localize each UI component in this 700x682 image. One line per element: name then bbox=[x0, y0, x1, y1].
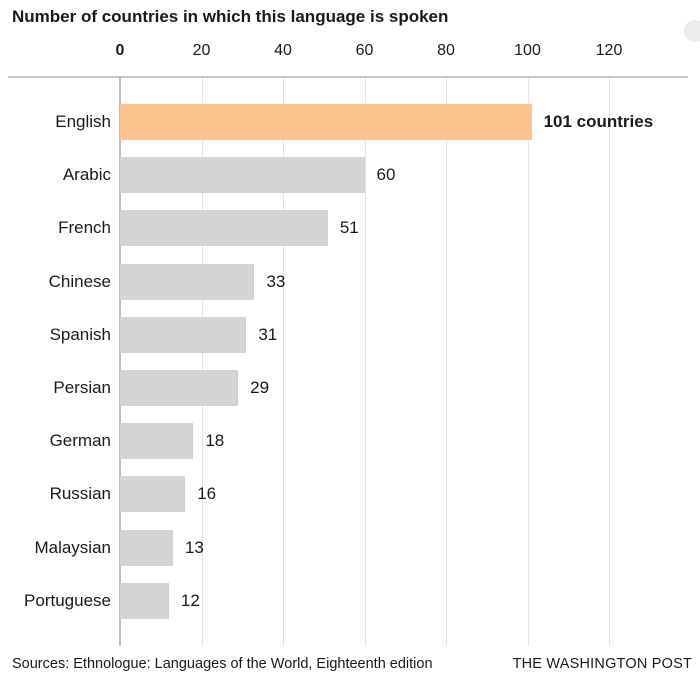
value-label-english: 101 countries bbox=[543, 112, 654, 131]
gridline-40 bbox=[283, 78, 284, 646]
value-label-russian: 16 bbox=[197, 484, 217, 504]
x-tick-label: 0 bbox=[115, 42, 125, 59]
gridline-0 bbox=[119, 78, 121, 646]
source-note: Sources: Ethnologue: Languages of the Wo… bbox=[12, 656, 433, 672]
value-label-spanish: 31 bbox=[258, 324, 278, 344]
category-label-german: German bbox=[49, 431, 111, 451]
category-label-russian: Russian bbox=[49, 484, 111, 504]
bar-chinese bbox=[120, 263, 255, 300]
category-label-persian: Persian bbox=[53, 378, 111, 397]
bar-french bbox=[120, 210, 328, 247]
gridline-100 bbox=[527, 78, 529, 646]
bar-arabic bbox=[120, 157, 365, 194]
value-label-french: 51 bbox=[339, 218, 359, 238]
category-label-portuguese: Portuguese bbox=[24, 590, 111, 610]
bar-english bbox=[120, 104, 532, 140]
category-label-chinese: Chinese bbox=[48, 271, 111, 291]
category-label-spanish: Spanish bbox=[49, 324, 111, 344]
value-label-arabic: 60 bbox=[376, 165, 396, 185]
x-tick-label: 20 bbox=[192, 42, 211, 59]
gridline-80 bbox=[446, 78, 447, 646]
x-tick-label: 100 bbox=[514, 42, 541, 59]
value-label-portuguese: 12 bbox=[180, 590, 200, 610]
bar-malaysian bbox=[120, 529, 173, 566]
value-label-persian: 29 bbox=[250, 378, 270, 397]
bar-german bbox=[120, 423, 194, 460]
corner-decoration bbox=[684, 20, 700, 42]
x-tick-label: 120 bbox=[595, 42, 623, 59]
category-label-french: French bbox=[58, 218, 111, 238]
x-axis-rule bbox=[8, 76, 688, 78]
value-label-chinese: 33 bbox=[266, 271, 286, 291]
bar-persian bbox=[120, 370, 239, 406]
bar-spanish bbox=[120, 316, 247, 353]
x-tick-label: 60 bbox=[355, 42, 374, 59]
category-label-malaysian: Malaysian bbox=[34, 537, 111, 557]
chart-title: Number of countries in which this langua… bbox=[12, 7, 449, 26]
gridline-120 bbox=[609, 78, 610, 646]
bar-russian bbox=[120, 476, 186, 513]
gridline-60 bbox=[364, 78, 366, 646]
gridline-20 bbox=[201, 78, 203, 646]
bar-portuguese bbox=[120, 582, 169, 619]
x-tick-label: 80 bbox=[437, 42, 455, 59]
category-label-english: English bbox=[55, 112, 111, 131]
value-label-malaysian: 13 bbox=[184, 537, 204, 557]
x-tick-label: 40 bbox=[274, 42, 292, 59]
value-label-german: 18 bbox=[205, 431, 225, 451]
category-label-arabic: Arabic bbox=[62, 165, 111, 185]
publisher-credit: THE WASHINGTON POST bbox=[512, 656, 692, 672]
